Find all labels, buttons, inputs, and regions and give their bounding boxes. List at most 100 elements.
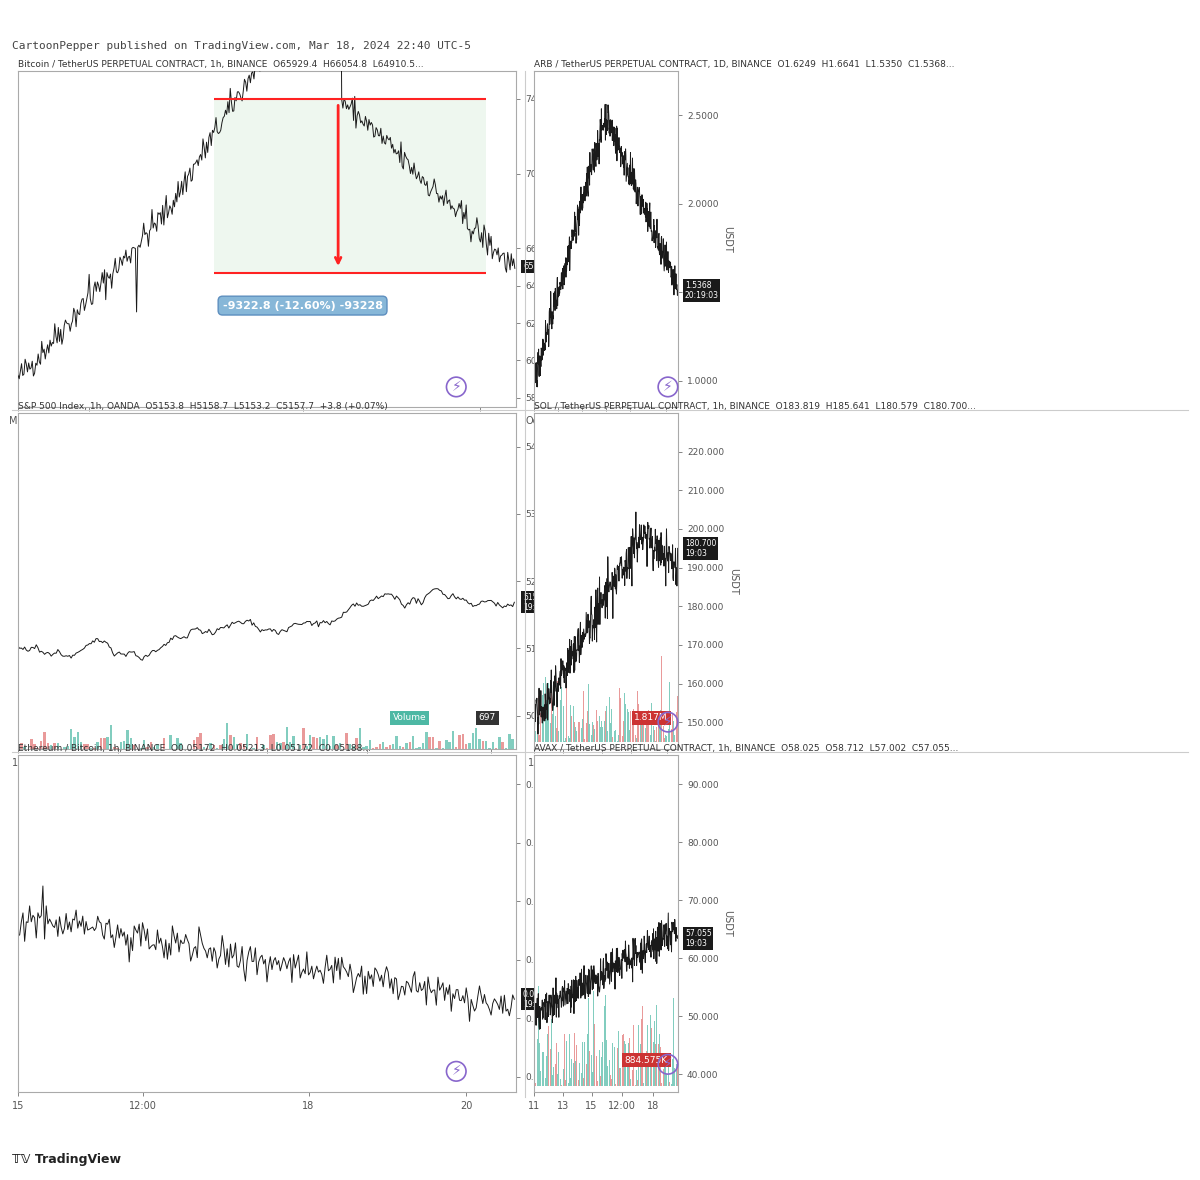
Bar [472, 733, 474, 749]
Bar [316, 739, 318, 749]
Text: ⚡: ⚡ [664, 1057, 673, 1071]
Bar [64, 747, 66, 749]
Text: Bitcoin / TetherUS PERPETUAL CONTRACT, 1h, BINANCE  O65929.4  H66054.8  L64910.5: Bitcoin / TetherUS PERPETUAL CONTRACT, 1… [18, 60, 424, 68]
Bar [103, 738, 106, 749]
Bar [293, 736, 295, 749]
Bar [83, 743, 85, 749]
Bar [282, 742, 284, 749]
Text: 5157.7
19:03: 5157.7 19:03 [523, 592, 550, 612]
Bar [196, 736, 198, 749]
Y-axis label: USDT: USDT [566, 225, 576, 253]
Bar [150, 742, 152, 749]
Text: ⚡: ⚡ [664, 380, 673, 394]
Bar [475, 728, 478, 749]
Bar [355, 739, 358, 749]
Bar [445, 740, 448, 749]
Bar [299, 745, 301, 749]
Bar [233, 738, 235, 749]
Bar [508, 734, 511, 749]
Bar [488, 748, 491, 749]
Bar [40, 741, 42, 749]
Text: 𝕋𝕍 TradingView: 𝕋𝕍 TradingView [12, 1153, 121, 1166]
Bar [265, 747, 269, 749]
Bar [90, 748, 92, 749]
Bar [379, 745, 382, 749]
Bar [133, 746, 136, 749]
Bar [395, 736, 397, 749]
Bar [220, 745, 222, 749]
Text: Volume: Volume [392, 714, 426, 722]
Text: 180.700
19:03: 180.700 19:03 [685, 538, 716, 558]
Text: -9322.8 (-12.60%) -93228: -9322.8 (-12.60%) -93228 [222, 301, 383, 310]
Bar [43, 732, 46, 749]
Bar [368, 740, 371, 749]
Bar [338, 742, 341, 749]
Bar [252, 748, 254, 749]
Text: Ethereum / Bitcoin, 1h, BINANCE  O0.05172  H0.05213  L0.05172  C0.05188...: Ethereum / Bitcoin, 1h, BINANCE O0.05172… [18, 745, 371, 753]
Bar [146, 747, 149, 749]
Bar [212, 746, 215, 749]
Text: CartoonPepper published on TradingView.com, Mar 18, 2024 22:40 UTC-5: CartoonPepper published on TradingView.c… [12, 41, 470, 51]
Bar [66, 746, 70, 749]
Bar [20, 742, 23, 749]
Bar [272, 734, 275, 749]
Bar [481, 741, 484, 749]
Bar [362, 747, 365, 749]
Bar [216, 748, 218, 749]
Bar [349, 743, 352, 749]
Bar [120, 742, 122, 749]
Y-axis label: USD: USD [560, 571, 570, 591]
Bar [246, 734, 248, 749]
Bar [332, 735, 335, 749]
Y-axis label: BTC: BTC [566, 914, 576, 932]
Bar [17, 738, 19, 749]
Bar [402, 747, 404, 749]
Bar [53, 743, 55, 749]
Bar [289, 741, 292, 749]
Bar [372, 748, 374, 749]
Bar [156, 743, 158, 749]
Bar [462, 734, 464, 749]
Text: 0.05188
19:03: 0.05188 19:03 [523, 990, 554, 1009]
Bar [113, 747, 115, 749]
Bar [34, 743, 36, 749]
Bar [80, 742, 83, 749]
Bar [280, 743, 282, 749]
Text: ⚡: ⚡ [451, 1064, 461, 1079]
Bar [451, 732, 454, 749]
Bar [389, 745, 391, 749]
Bar [322, 739, 325, 749]
Bar [109, 726, 113, 749]
Bar [269, 735, 271, 749]
Bar [242, 743, 245, 749]
Text: 697: 697 [479, 714, 496, 722]
Bar [468, 743, 470, 749]
Bar [308, 735, 312, 749]
Bar [152, 747, 155, 749]
Bar [406, 743, 408, 749]
Bar [176, 739, 179, 749]
Bar [464, 743, 468, 749]
Bar [428, 738, 431, 749]
Bar [256, 738, 258, 749]
Bar [479, 739, 481, 749]
Text: S&P 500 Index, 1h, OANDA  O5153.8  H5158.7  L5153.2  C5157.7  +3.8 (+0.07%): S&P 500 Index, 1h, OANDA O5153.8 H5158.7… [18, 402, 388, 411]
Bar [169, 735, 172, 749]
Y-axis label: USDT: USDT [722, 910, 732, 937]
Bar [346, 734, 348, 749]
Y-axis label: USDT: USDT [728, 568, 738, 595]
Bar [56, 742, 59, 749]
Bar [415, 748, 418, 749]
Bar [30, 740, 32, 749]
Bar [130, 738, 132, 749]
Bar [209, 743, 212, 749]
Bar [359, 728, 361, 749]
Bar [23, 747, 26, 749]
Bar [193, 740, 196, 749]
Bar [47, 743, 49, 749]
Bar [143, 740, 145, 749]
Text: 884.575K: 884.575K [625, 1056, 668, 1064]
Bar [376, 747, 378, 749]
Bar [458, 735, 461, 749]
Bar [180, 743, 182, 749]
